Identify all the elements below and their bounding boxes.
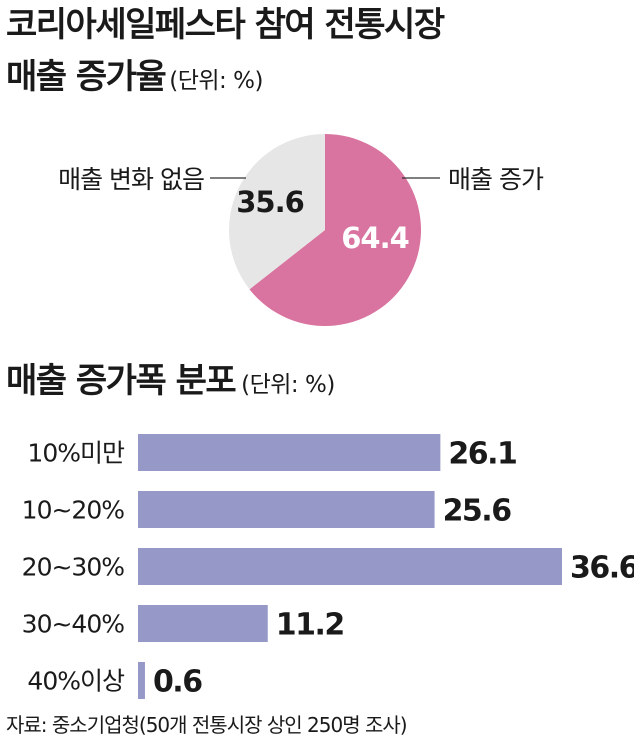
- bar-category-label: 10%미만: [27, 439, 125, 468]
- bar-category-label: 10~20%: [22, 496, 125, 525]
- bar: [138, 548, 562, 585]
- bar-chart: 10%미만 26.1 10~20% 25.6 20~30% 36.6 30~40% 11.2 4…: [22, 434, 634, 700]
- bar: [138, 491, 435, 528]
- pie-value-label: 64.4: [341, 221, 409, 255]
- pie-section-unit: (단위: %): [169, 68, 263, 94]
- bar: [138, 434, 441, 471]
- bar-section-title-text: 매출 증가폭 분포: [6, 361, 237, 401]
- bar-value-label: 26.1: [448, 437, 516, 472]
- pie-slice-increase: [249, 134, 421, 327]
- pie-value-label: 35.6: [236, 185, 304, 219]
- bar-section-title: 매출 증가폭 분포 (단위: %): [6, 360, 335, 408]
- bar-value-label: 36.6: [570, 551, 634, 586]
- pie-category-label: 매출 증가: [448, 165, 544, 194]
- bar-value-label: 25.6: [443, 494, 512, 529]
- bar-value-label: 0.6: [153, 665, 202, 700]
- bar-section-unit: (단위: %): [241, 372, 335, 398]
- pie-slice-no-change: [229, 134, 325, 290]
- bar-category-label: 20~30%: [22, 553, 125, 582]
- source-note: 자료: 중소기업청(50개 전통시장 상인 250명 조사): [6, 713, 408, 737]
- bar-value-label: 11.2: [276, 608, 344, 643]
- bar: [138, 662, 145, 699]
- bar-category-label: 30~40%: [22, 610, 125, 639]
- pie-chart: 64.4 35.6 매출 증가 매출 변화 없음: [58, 134, 545, 327]
- bar: [138, 605, 268, 642]
- bar-category-label: 40%이상: [27, 667, 125, 696]
- pie-section-title: 매출 증가율 (단위: %): [6, 56, 263, 104]
- chart-title: 코리아세일페스타 참여 전통시장: [6, 5, 445, 45]
- pie-category-label: 매출 변화 없음: [58, 165, 204, 194]
- pie-section-title-text: 매출 증가율: [6, 57, 167, 97]
